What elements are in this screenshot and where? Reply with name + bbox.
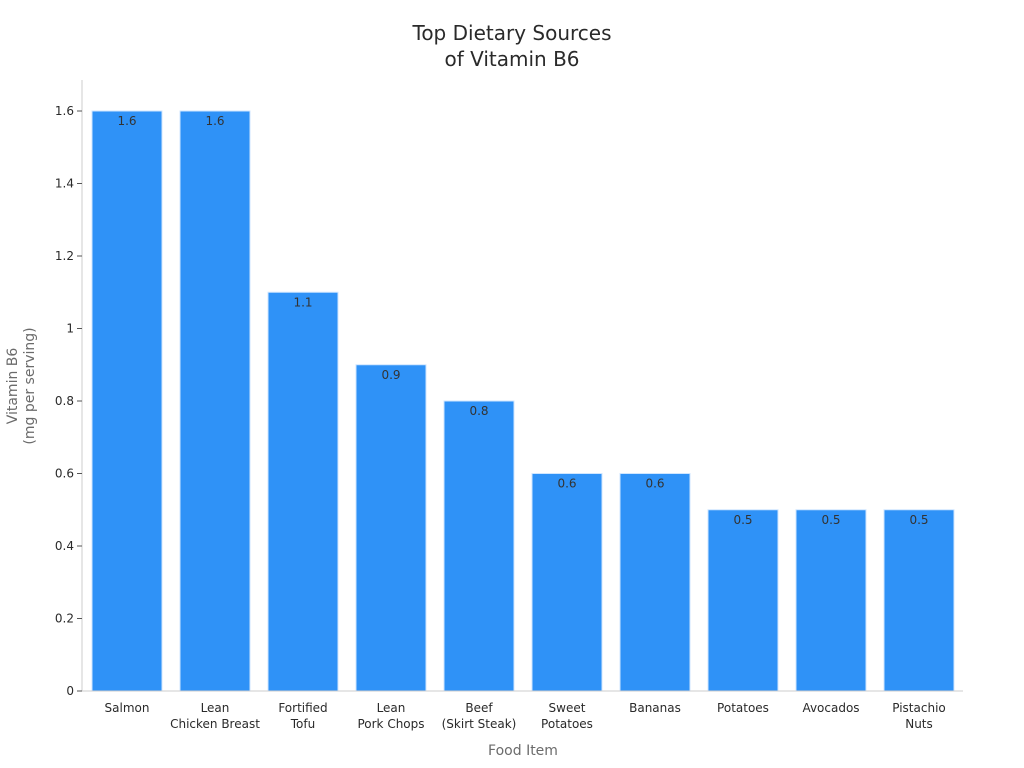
data-label: 1.6 [205,114,224,128]
x-tick-label-line: Potatoes [717,701,769,715]
bar [707,509,779,692]
bar [355,364,427,692]
bar [619,473,691,692]
y-tick-label: 0.8 [55,394,74,408]
x-tick-label-line: (Skirt Steak) [442,717,517,731]
y-tick-label: 0.6 [55,467,74,481]
x-tick-label: Beef (Skirt Steak) [442,701,517,731]
bar [443,400,515,692]
x-tick-label: Pistachio Nuts [892,701,946,731]
y-axis-title-text: Vitamin B6(mg per serving) [5,327,38,444]
x-tick-label: Lean Pork Chops [357,701,424,731]
data-labels: 1.6 1.6 1.1 0.9 0.8 0.6 0.6 0.5 0.5 0.5 [117,114,928,527]
x-tick-label-line: Fortified [278,701,327,715]
bar [531,473,603,692]
data-label: 0.5 [821,513,840,527]
x-tick-label-line: Beef [465,701,493,715]
y-axis-title-line: (mg per serving) [22,327,38,444]
y-tick-label: 1 [66,322,74,336]
x-tick-label: Sweet Potatoes [541,701,593,731]
x-tick-label: Potatoes [717,701,769,715]
x-tick-label-line: Lean [377,701,406,715]
x-tick-label-line: Potatoes [541,717,593,731]
bar [883,509,955,692]
x-tick-label-line: Avocados [802,701,859,715]
bar [91,110,163,692]
data-label: 1.6 [117,114,136,128]
chart-title-line: Top Dietary Sources [412,21,612,45]
y-axis-ticks: 0 0.2 0.4 0.6 0.8 1 1.2 1.4 1.6 [55,104,82,698]
y-tick-label: 1.4 [55,177,74,191]
x-tick-label-line: Salmon [105,701,150,715]
y-tick-label: 1.2 [55,249,74,263]
x-tick-label: Avocados [802,701,859,715]
data-label: 0.5 [909,513,928,527]
x-axis-title: Food Item [488,743,558,759]
data-label: 0.6 [645,477,664,491]
bar [795,509,867,692]
bar [179,110,251,692]
x-tick-label: Lean Chicken Breast [170,701,260,731]
data-label: 0.9 [381,368,400,382]
y-axis-title-line: Vitamin B6 [5,348,21,425]
bar [267,291,339,692]
x-tick-label-line: Tofu [290,717,315,731]
y-tick-label: 0.2 [55,612,74,626]
data-label: 0.6 [557,477,576,491]
y-tick-label: 0 [66,684,74,698]
data-label: 0.5 [733,513,752,527]
chart-title-line: of Vitamin B6 [444,47,579,71]
x-tick-label-line: Lean [201,701,230,715]
x-tick-label-line: Bananas [629,701,681,715]
x-tick-label-line: Sweet [549,701,586,715]
axes [81,80,963,692]
x-tick-label: Bananas [629,701,681,715]
x-tick-label-line: Pork Chops [357,717,424,731]
x-tick-label-line: Nuts [905,717,933,731]
x-tick-label: Salmon [105,701,150,715]
data-label: 1.1 [293,295,312,309]
data-label: 0.8 [469,404,488,418]
x-tick-label-line: Chicken Breast [170,717,260,731]
x-tick-label: Fortified Tofu [278,701,327,731]
x-axis-ticks: Salmon Lean Chicken Breast Fortified Tofu Lea… [105,701,946,731]
y-tick-label: 1.6 [55,104,74,118]
bars [91,110,955,692]
y-tick-label: 0.4 [55,539,74,553]
x-tick-label-line: Pistachio [892,701,946,715]
y-axis-title: Vitamin B6(mg per serving) [5,327,38,444]
